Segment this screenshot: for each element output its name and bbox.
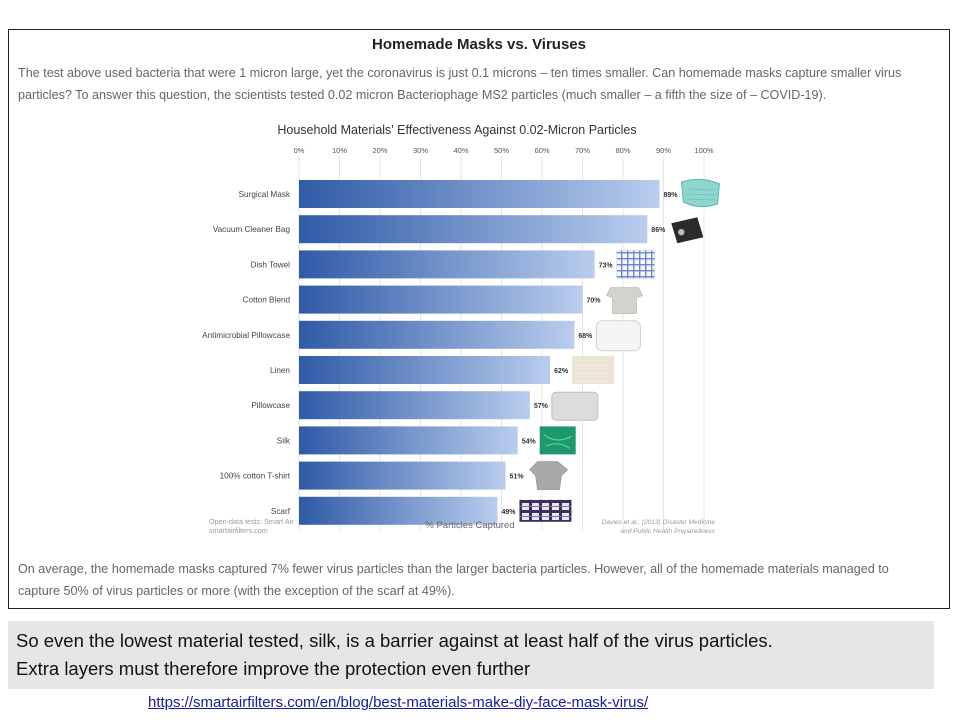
source-link[interactable]: https://smartairfilters.com/en/blog/best… xyxy=(148,694,649,711)
bar xyxy=(299,285,583,314)
category-label: Pillowcase xyxy=(251,401,290,410)
chart-bars: Surgical Mask 89% Vacuum Cleaner Bag 86% Dis… xyxy=(202,180,678,525)
summary-callout: So even the lowest material tested, silk… xyxy=(8,621,934,689)
surgical-mask-icon xyxy=(680,178,720,208)
x-tick-label: 0% xyxy=(294,146,305,155)
dish-towel-icon xyxy=(616,250,655,279)
x-axis-label: % Particles Captured xyxy=(425,520,514,531)
value-label: 89% xyxy=(663,192,678,199)
x-tick-label: 20% xyxy=(372,146,387,155)
value-label: 68% xyxy=(578,333,593,340)
bar xyxy=(299,215,648,244)
bar xyxy=(299,320,575,349)
callout-line-2: Extra layers must therefore improve the … xyxy=(16,658,531,679)
article-panel: Homemade Masks vs. Viruses The test abov… xyxy=(8,29,950,609)
material-icons xyxy=(519,178,720,522)
category-label: Dish Towel xyxy=(251,260,291,269)
x-tick-label: 100% xyxy=(694,146,714,155)
pillow-icon xyxy=(595,320,641,352)
x-tick-label: 50% xyxy=(494,146,509,155)
value-label: 73% xyxy=(599,262,614,269)
silk-icon xyxy=(539,426,576,455)
vacuum-bag-icon xyxy=(671,217,704,244)
source-right-line-2: and Public Health Preparedness xyxy=(620,528,715,535)
pillowcase-icon xyxy=(551,391,599,421)
value-label: 51% xyxy=(510,474,525,481)
callout-line-1: So even the lowest material tested, silk… xyxy=(16,630,773,651)
bar xyxy=(299,391,530,420)
x-tick-label: 30% xyxy=(413,146,428,155)
category-label: Surgical Mask xyxy=(239,190,291,199)
x-tick-labels: 0% 10% 20% 30% 40% 50% 60% 70% 80% 90% 100% xyxy=(294,146,714,155)
value-label: 62% xyxy=(554,368,569,375)
linen-icon xyxy=(572,356,615,384)
chart-title: Household Materials' Effectiveness Again… xyxy=(277,123,636,137)
intro-paragraph: The test above used bacteria that were 1… xyxy=(18,66,902,102)
x-tick-label: 80% xyxy=(615,146,630,155)
value-label: 86% xyxy=(651,227,666,234)
x-tick-label: 40% xyxy=(453,146,468,155)
category-label: Scarf xyxy=(271,507,291,516)
tshirt-icon xyxy=(529,461,568,490)
effectiveness-bar-chart: 0% 10% 20% 30% 40% 50% 60% 70% 80% 90% 100% Surgic… xyxy=(202,123,720,535)
bar xyxy=(299,250,595,279)
category-label: Antimicrobial Pillowcase xyxy=(202,331,290,340)
category-label: Vacuum Cleaner Bag xyxy=(213,225,291,234)
bar xyxy=(299,496,498,525)
value-label: 57% xyxy=(534,403,549,410)
scarf-icon xyxy=(519,499,572,522)
category-label: Silk xyxy=(277,436,291,445)
bar xyxy=(299,461,506,490)
category-label: Cotton Blend xyxy=(243,296,291,305)
bar xyxy=(299,180,660,208)
article-heading: Homemade Masks vs. Viruses xyxy=(371,36,586,53)
category-label: Linen xyxy=(270,366,290,375)
value-label: 49% xyxy=(501,509,516,516)
x-tick-label: 10% xyxy=(332,146,347,155)
bar xyxy=(299,426,518,455)
source-left-line-2: smartairfilters.com xyxy=(209,526,268,535)
outro-paragraph: On average, the homemade masks captured … xyxy=(18,562,889,598)
x-tick-label: 70% xyxy=(575,146,590,155)
bar xyxy=(299,356,551,384)
source-right-line-1: Davies et al., (2013) Disaster Medicine xyxy=(602,519,716,526)
x-tick-label: 90% xyxy=(656,146,671,155)
x-tick-label: 60% xyxy=(534,146,549,155)
category-label: 100% cotton T-shirt xyxy=(220,472,291,481)
value-label: 54% xyxy=(522,438,537,445)
cotton-blend-icon xyxy=(606,287,643,314)
source-left-line-1: Open-data tests: Smart Air xyxy=(209,517,294,526)
value-label: 70% xyxy=(587,298,602,305)
